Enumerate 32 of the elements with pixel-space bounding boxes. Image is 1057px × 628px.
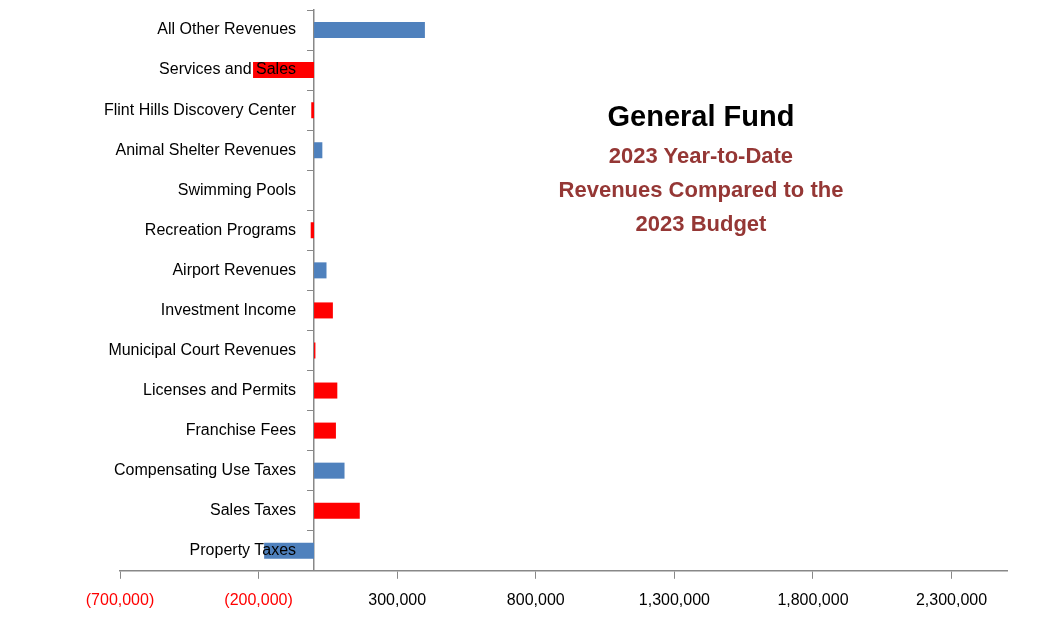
x-tick-label: 1,300,000 [638,590,711,608]
y-tick-label: Services and Sales [159,60,297,78]
y-tick-label: Investment Income [160,300,297,318]
bar [314,422,336,439]
bar [314,502,360,519]
x-tick-label: 2,300,000 [915,590,988,608]
y-tick-label: Flint Hills Discovery Center [103,100,297,118]
text: General Fund [607,100,795,132]
text: 2023 Year-to-Date Revenues Compared to the 2023 Budget [558,143,844,237]
x-tick-label: (200,000) [224,590,293,608]
x-tick-label: 800,000 [506,590,565,608]
bar [314,462,345,479]
y-tick-label: Animal Shelter Revenues [115,140,297,158]
bar [314,142,323,159]
y-tick-label: Recreation Programs [144,220,297,238]
bar [314,22,425,39]
bar [314,382,338,399]
x-tick-label: (700,000) [85,590,155,608]
y-tick-label: Airport Revenues [172,260,297,278]
bar [310,222,315,239]
bar [314,302,333,319]
y-tick-label: Swimming Pools [177,180,297,198]
y-tick-label: Franchise Fees [185,421,297,439]
bar [311,102,315,119]
y-tick-label: Compensating Use Taxes [114,461,297,479]
y-tick-label: Sales Taxes [210,501,297,519]
x-tick-label: 300,000 [368,590,427,608]
y-tick-label: Licenses and Permits [143,380,297,398]
y-tick-label: Municipal Court Revenues [108,340,297,358]
x-tick-label: 1,800,000 [777,590,849,608]
y-tick-label: All Other Revenues [157,20,297,38]
bar [314,262,327,279]
